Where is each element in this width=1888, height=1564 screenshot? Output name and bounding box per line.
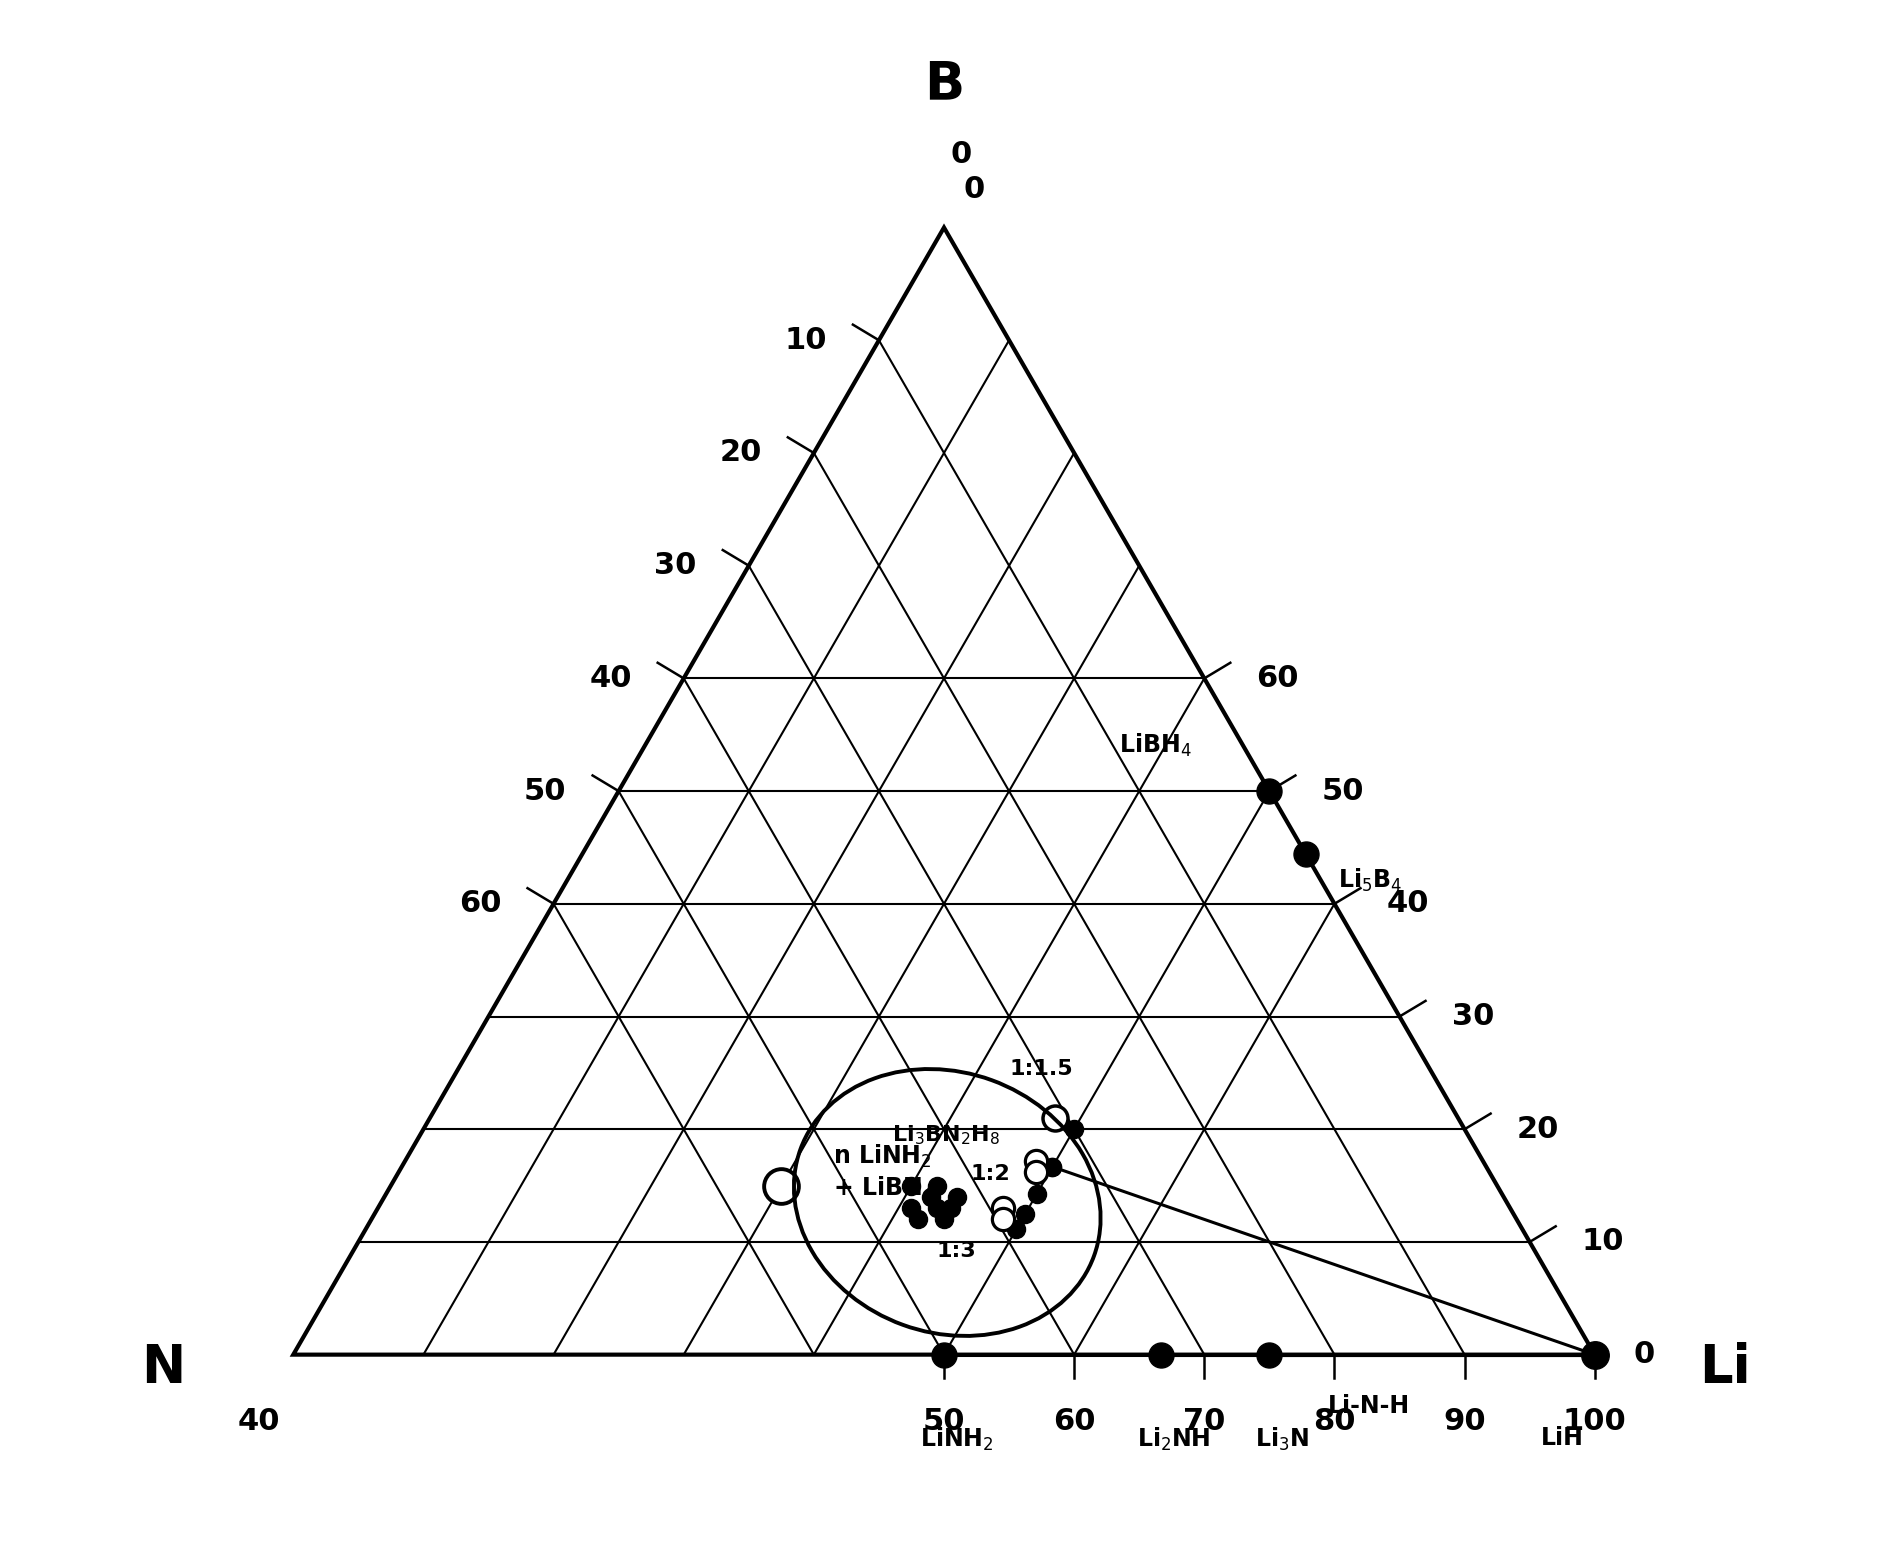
Text: N: N [142,1342,185,1394]
Text: n LiNH$_2$
+ LiBH$_4$: n LiNH$_2$ + LiBH$_4$ [833,1143,935,1201]
Text: 30: 30 [1452,1003,1493,1031]
Text: 100: 100 [1563,1406,1627,1436]
Text: 90: 90 [1442,1406,1486,1436]
Text: 50: 50 [923,1406,965,1436]
Text: LiBH$_4$: LiBH$_4$ [1118,732,1191,759]
Text: Li$_3$N: Li$_3$N [1256,1426,1310,1453]
Text: 0: 0 [1633,1340,1656,1368]
Text: 20: 20 [1516,1115,1559,1143]
Text: 30: 30 [655,551,697,580]
Text: 10: 10 [1582,1228,1624,1256]
Text: Li-N-H: Li-N-H [1327,1394,1410,1417]
Text: 50: 50 [1322,777,1363,805]
Text: 10: 10 [784,325,827,355]
Text: 20: 20 [719,438,761,468]
Text: LiNH$_2$: LiNH$_2$ [921,1426,993,1453]
Text: 0: 0 [950,139,972,169]
Text: Li$_2$NH: Li$_2$NH [1137,1426,1210,1453]
Text: Li: Li [1699,1342,1750,1394]
Text: Li$_3$BN$_2$H$_8$: Li$_3$BN$_2$H$_8$ [891,1123,1001,1148]
Text: 50: 50 [525,777,566,805]
Text: 60: 60 [1054,1406,1095,1436]
Text: 40: 40 [1386,890,1429,918]
Text: 40: 40 [589,663,632,693]
Text: 0: 0 [963,175,986,205]
Text: 40: 40 [238,1406,279,1436]
Text: 1:2: 1:2 [970,1164,1010,1184]
Text: 1:3: 1:3 [936,1240,976,1261]
Text: LiH: LiH [1541,1426,1584,1450]
Text: 70: 70 [1184,1406,1225,1436]
Text: 1:1.5: 1:1.5 [1010,1059,1074,1079]
Text: 80: 80 [1314,1406,1356,1436]
Text: B: B [923,58,965,111]
Text: 60: 60 [459,890,502,918]
Text: Li$_5$B$_4$: Li$_5$B$_4$ [1339,866,1403,895]
Text: 60: 60 [1256,663,1299,693]
